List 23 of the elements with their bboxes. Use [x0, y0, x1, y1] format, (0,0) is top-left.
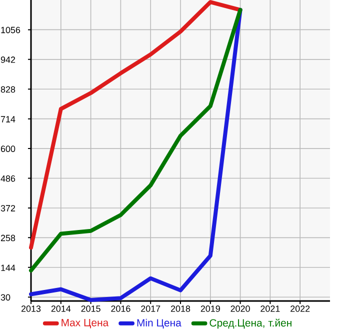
y-tick-label: 144 — [1, 264, 16, 271]
y-tick-label: 258 — [0, 234, 16, 242]
x-tick-label: 2019 — [200, 306, 220, 312]
x-tick-label: 2016 — [111, 306, 130, 312]
x-tick-label: 2018 — [170, 306, 190, 312]
x-tick-label: 2017 — [141, 306, 160, 312]
y-tick-label: 486 — [0, 175, 16, 182]
y-tick-label: 714 — [0, 116, 16, 122]
y-tick-label: 600 — [0, 146, 16, 152]
y-tick-label: 1056 — [1, 26, 20, 34]
x-tick-label: 2021 — [260, 306, 280, 312]
x-tick-label: 2022 — [290, 306, 310, 312]
y-tick-label: 372 — [0, 205, 16, 212]
y-tick-label: 942 — [0, 56, 16, 63]
y-tick-label: 30 — [0, 294, 10, 301]
legend-label: Min Цена — [137, 318, 182, 328]
x-tick-label: 2020 — [230, 306, 250, 312]
legend-label: Сред.Цена, т.йен — [210, 318, 292, 329]
legend-label: Max Цена — [62, 319, 109, 328]
x-tick-label: 2013 — [21, 306, 41, 312]
x-tick-label: 2014 — [51, 306, 71, 312]
y-tick-label: 828 — [0, 86, 16, 93]
x-tick-label: 2015 — [81, 306, 100, 312]
